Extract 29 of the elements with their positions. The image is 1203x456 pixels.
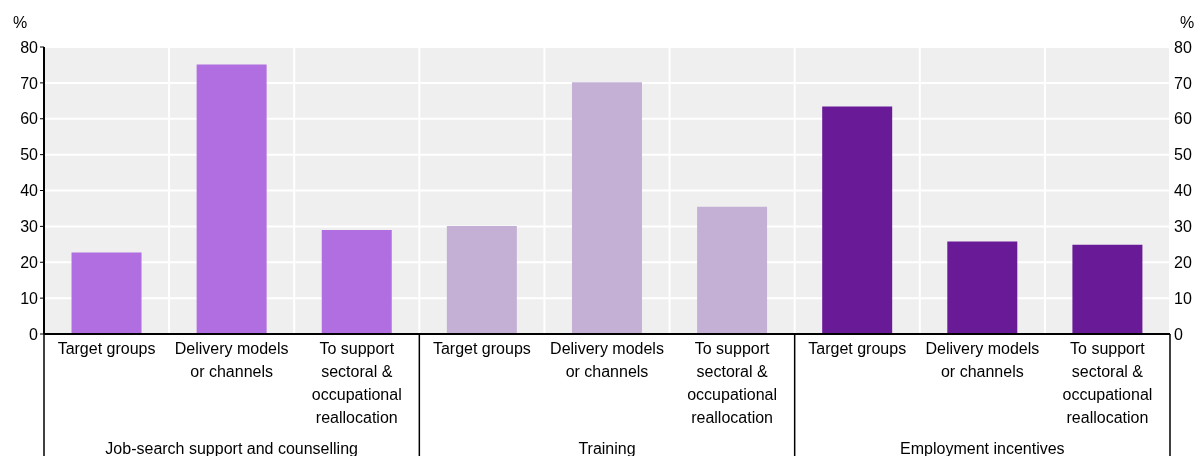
y-tick-label: 10 bbox=[20, 289, 39, 307]
x-tick-label: Target groups bbox=[808, 340, 907, 357]
x-tick-label: Delivery models or channels bbox=[174, 340, 289, 380]
y-tick-label: 50 bbox=[20, 146, 39, 164]
y2-tick-label: 20 bbox=[1174, 253, 1192, 271]
y2-tick-label: 50 bbox=[1174, 146, 1192, 164]
y-tick-label: 80 bbox=[20, 38, 39, 56]
y-tick-label: 40 bbox=[20, 182, 39, 200]
y2-tick-label: 30 bbox=[1174, 218, 1192, 236]
y-tick-label: 0 bbox=[29, 325, 39, 343]
y2-tick-label: 70 bbox=[1174, 74, 1192, 92]
y-tick-label: 30 bbox=[20, 218, 39, 236]
x-tick-label: To support sectoral & occupational reallocation bbox=[1062, 340, 1153, 426]
x-tick-label: Delivery models or channels bbox=[550, 340, 664, 380]
x-tick-label: Target groups bbox=[432, 340, 531, 357]
x-tick-label: Target groups bbox=[57, 340, 156, 357]
x-tick-label: To support sectoral & occupational reallocation bbox=[311, 340, 402, 426]
y-tick-label: 20 bbox=[20, 253, 39, 271]
y2-tick-label: 0 bbox=[1174, 325, 1183, 343]
y-tick-label: 60 bbox=[20, 110, 39, 128]
x-tick-label: Delivery models or channels bbox=[925, 340, 1040, 380]
y2-tick-label: 60 bbox=[1174, 110, 1192, 128]
y-tick-label: 70 bbox=[20, 74, 39, 92]
y2-axis-title: % bbox=[1180, 14, 1195, 31]
y-axis-title: % bbox=[13, 14, 28, 31]
y2-tick-label: 40 bbox=[1174, 182, 1192, 200]
y2-tick-label: 80 bbox=[1174, 38, 1192, 56]
y2-tick-label: 10 bbox=[1174, 289, 1192, 307]
x-tick-label: To support sectoral & occupational reallocation bbox=[687, 340, 778, 426]
